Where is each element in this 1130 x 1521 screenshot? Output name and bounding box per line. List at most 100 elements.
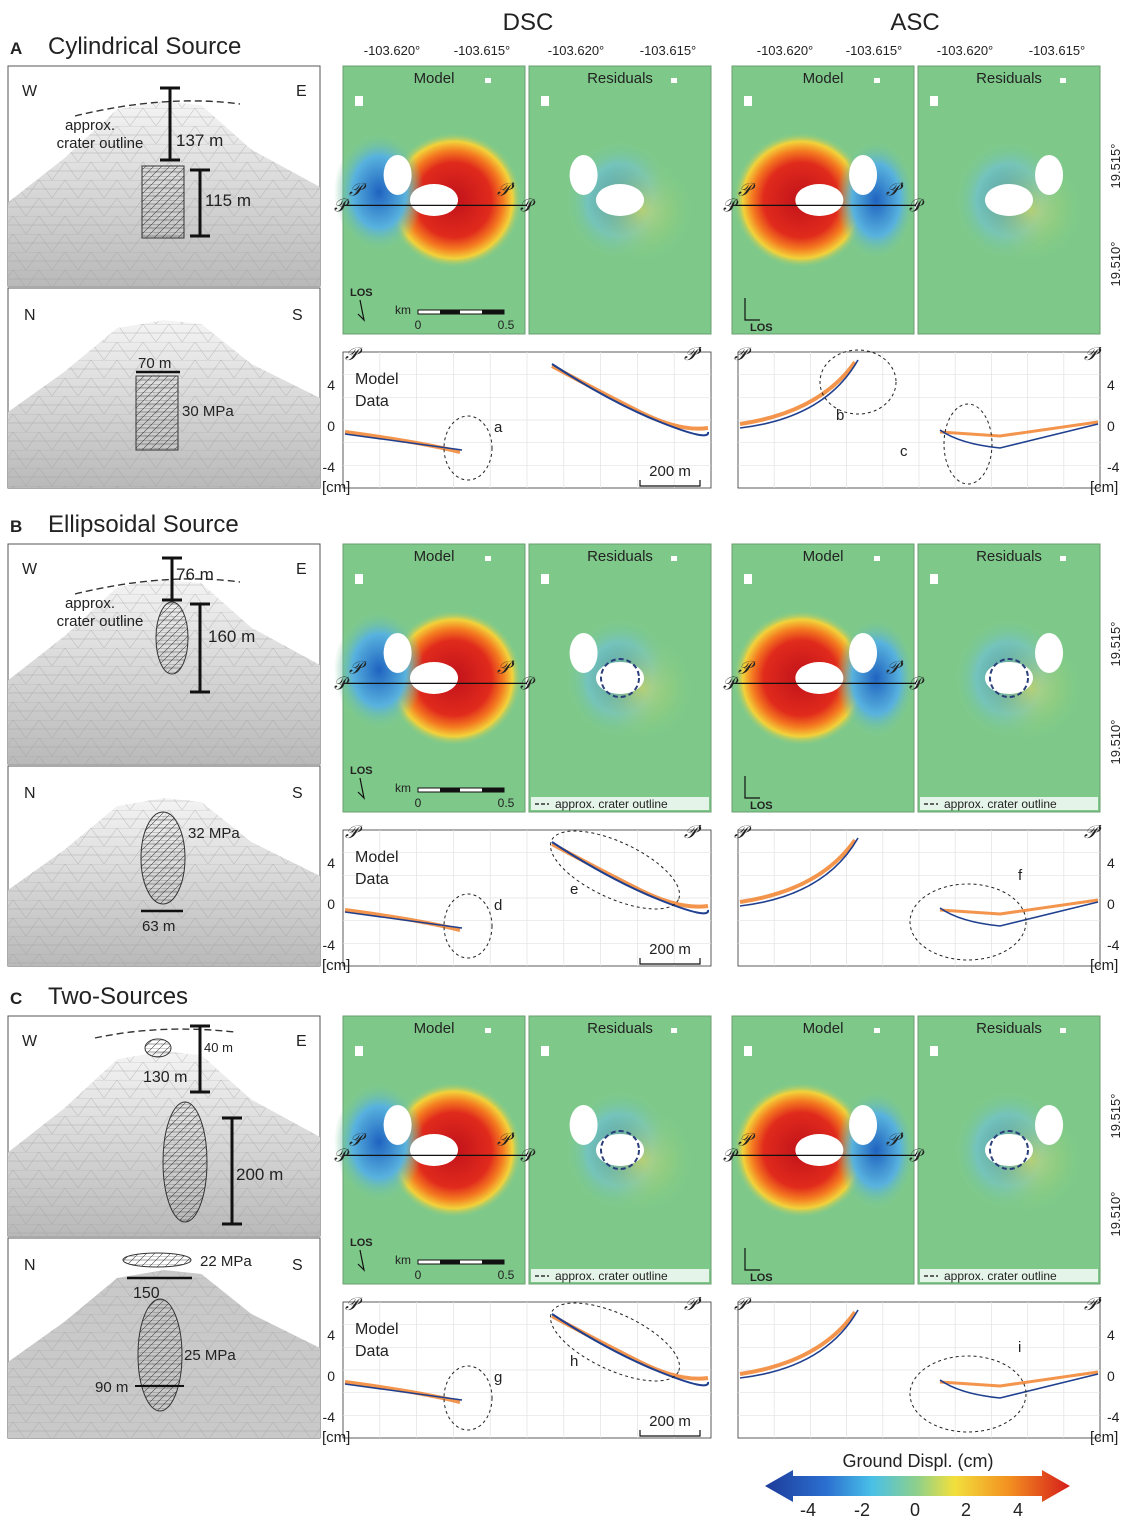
crater-label-1: approx. (65, 595, 115, 612)
p-prime-label: 𝒫' (886, 179, 904, 199)
lon-tick-3: -103.620° (548, 43, 605, 58)
profile-p-prime: 𝒫' (684, 1294, 702, 1314)
profile-start-marker: 𝒫 (724, 195, 739, 215)
crater-label-2: crater outline (57, 135, 144, 152)
asc-unit: [cm] (1090, 957, 1118, 974)
asc-unit: [cm] (1090, 479, 1118, 496)
profile-end-marker: 𝒫 (910, 1145, 925, 1165)
profile-end-marker: 𝒫 (521, 1145, 536, 1165)
dsc-model-map: Model (334, 543, 526, 813)
asc-residuals-map: Residuals (917, 65, 1101, 335)
pressure-2-label: 25 MPa (184, 1347, 236, 1364)
width-2-label: 90 m (95, 1379, 128, 1396)
legend-model: Model (355, 1321, 399, 1338)
dsc-residuals-map: approx. crater outline Residuals (528, 543, 712, 813)
annotation-2: e (570, 881, 578, 898)
colorbar-title: Ground Displ. (cm) (842, 1451, 993, 1471)
panel-c: C Two-Sources W E 40 m 130 m 200 m N S 22 MPa 150 2… (7, 983, 1123, 1446)
asc-ytick-1: 0 (1107, 1368, 1115, 1384)
crater-legend-label: approx. crater outline (944, 797, 1057, 811)
volcano-we-view: W E 40 m 130 m 200 m (7, 1015, 321, 1237)
residuals-tile-title: Residuals (587, 1020, 653, 1037)
profile-end-marker: 𝒫 (910, 195, 925, 215)
colorbar: Ground Displ. (cm) -4 -2 0 2 4 (765, 1451, 1070, 1520)
los-label-dsc: LOS (350, 765, 373, 777)
dsc-unit: [cm] (322, 479, 350, 496)
asc-ytick-2: -4 (1107, 1409, 1120, 1425)
p-prime-label: 𝒫' (497, 179, 515, 199)
lon-tick-7: -103.620° (937, 43, 994, 58)
profile-start-marker: 𝒫 (335, 1145, 350, 1165)
dsc-residuals-map: approx. crater outline Residuals (528, 1015, 712, 1285)
model-tile-title: Model (414, 548, 455, 565)
profile-start-marker: 𝒫 (335, 195, 350, 215)
crater-legend-label: approx. crater outline (555, 1269, 668, 1283)
panel-title: Cylindrical Source (48, 33, 241, 60)
scale-half-label: 0.5 (498, 318, 515, 332)
asc-profile: 𝒫 𝒫'i (734, 1294, 1102, 1439)
los-label-dsc: LOS (350, 287, 373, 299)
asc-residuals-map: approx. crater outline Residuals (917, 543, 1101, 813)
asc-ytick-2: -4 (1107, 937, 1120, 953)
south-label: S (292, 1257, 303, 1274)
north-label: N (24, 1257, 36, 1274)
colorbar-tick-5: 4 (1013, 1500, 1023, 1520)
profile-p-prime: 𝒫' (1084, 1294, 1102, 1314)
dsc-ytick-1: 0 (327, 896, 335, 912)
lon-tick-2: -103.615° (454, 43, 511, 58)
dsc-model-map: Model (334, 1015, 526, 1285)
south-label: S (292, 307, 303, 324)
asc-model-map: Model (731, 543, 917, 813)
annotation-2: h (570, 1353, 578, 1370)
residuals-tile-title: Residuals (976, 548, 1042, 565)
crater-legend-label: approx. crater outline (944, 1269, 1057, 1283)
asc-ytick-0: 4 (1107, 377, 1115, 393)
crater-legend: approx. crater outline (920, 1269, 1098, 1283)
asc-model-map: Model (731, 65, 917, 335)
p-prime-label: 𝒫' (886, 657, 904, 677)
panel-letter: B (10, 517, 22, 536)
lon-tick-5: -103.620° (757, 43, 814, 58)
dsc-ytick-0: 4 (327, 855, 335, 871)
width-label: 70 m (138, 355, 171, 372)
profile-scalebar: 200 m (649, 463, 691, 480)
scale-zero-label: 0 (415, 1268, 422, 1282)
annotation-1: a (494, 419, 503, 436)
lat-tick-top: 19.515° (1108, 144, 1123, 189)
annotation-3: c (900, 443, 908, 460)
depth-label: 137 m (176, 131, 223, 150)
crater-legend: approx. crater outline (531, 797, 709, 811)
p-prime-label: 𝒫' (497, 657, 515, 677)
los-label-asc: LOS (750, 1272, 773, 1284)
volcano-ns-view: N S 70 m 30 MPa (7, 287, 321, 489)
width-1-label: 150 (133, 1285, 160, 1302)
dsc-unit: [cm] (322, 957, 350, 974)
panel-letter: C (10, 989, 22, 1008)
pressure-1-label: 22 MPa (200, 1253, 252, 1270)
height-label: 160 m (208, 627, 255, 646)
pressure-label: 32 MPa (188, 825, 240, 842)
los-label-asc: LOS (750, 800, 773, 812)
legend-data: Data (355, 871, 389, 888)
dsc-ytick-1: 0 (327, 1368, 335, 1384)
west-label: W (22, 1033, 38, 1050)
profile-p-prime: 𝒫' (1084, 344, 1102, 364)
lat-tick-bottom: 19.510° (1108, 720, 1123, 765)
p-prime-label: 𝒫' (497, 1129, 515, 1149)
profile-end-marker: 𝒫 (521, 195, 536, 215)
crater-legend: approx. crater outline (920, 797, 1098, 811)
profile-p-prime: 𝒫' (1084, 822, 1102, 842)
km-label: km (395, 1253, 411, 1267)
annotation-1: d (494, 897, 502, 914)
west-label: W (22, 561, 38, 578)
asc-profile: 𝒫 𝒫'bc (734, 344, 1102, 489)
profile-scalebar: 200 m (649, 941, 691, 958)
km-label: km (395, 303, 411, 317)
dsc-model-map: Model (334, 65, 526, 335)
asc-profile: 𝒫 𝒫'f (734, 822, 1102, 967)
asc-ytick-1: 0 (1107, 418, 1115, 434)
east-label: E (296, 1033, 307, 1050)
